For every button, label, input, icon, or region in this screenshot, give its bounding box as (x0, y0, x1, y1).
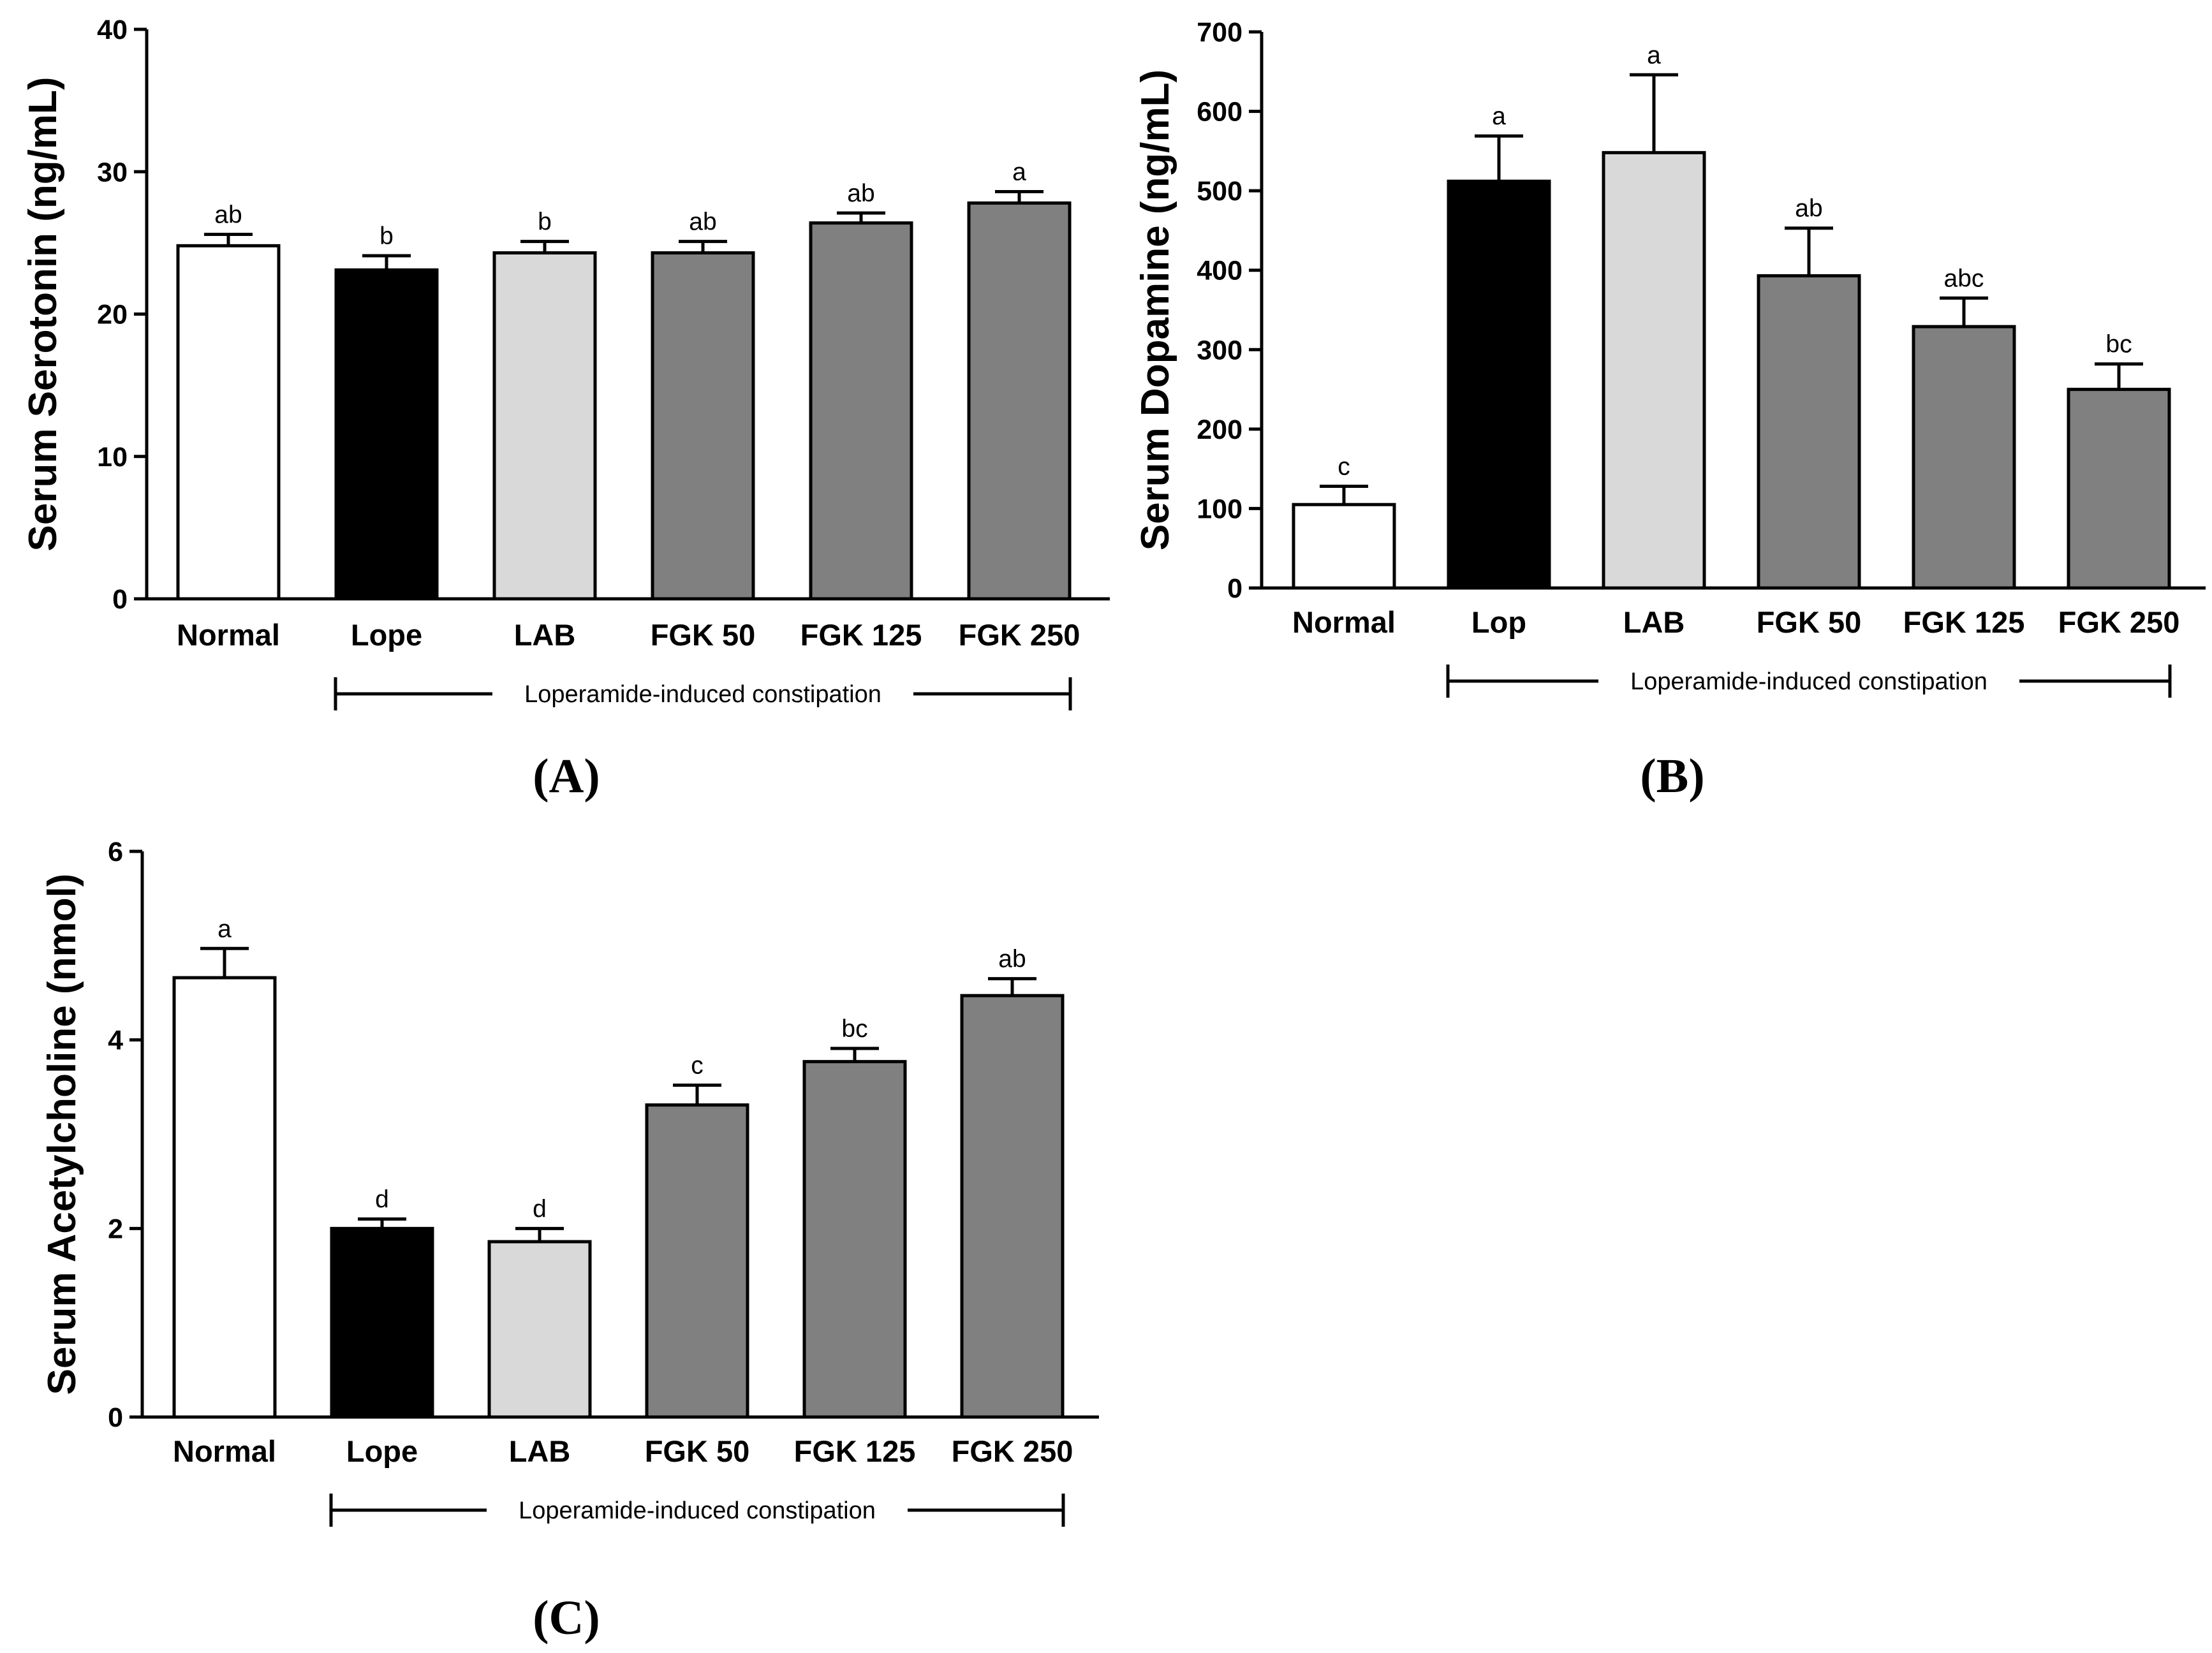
bar-fgk-125 (802, 1060, 907, 1419)
x-tick-label: Normal (1292, 605, 1396, 639)
y-tick-label: 0 (112, 584, 128, 615)
significance-label: d (375, 1186, 389, 1214)
x-tick-label: FGK 125 (1903, 605, 2025, 639)
x-tick-label: FGK 50 (651, 618, 756, 652)
significance-label: a (1647, 41, 1661, 69)
significance-label: ab (689, 209, 716, 236)
panel-c: 0 2 4 6 Serum Acetylcholine (nmol) a Normal d Lo… (40, 837, 1099, 1645)
bar-lop (1447, 179, 1551, 590)
bar-lope (334, 268, 439, 601)
y-tick-label: 500 (1197, 176, 1242, 207)
x-tick-label: FGK 250 (952, 1434, 1073, 1468)
x-tick-label: LAB (1623, 605, 1685, 639)
y-tick-label: 20 (97, 300, 128, 330)
significance-label: c (691, 1052, 704, 1080)
significance-label: b (380, 223, 394, 250)
y-tick-label: 200 (1197, 415, 1242, 445)
panel-label: (B) (1640, 749, 1704, 803)
x-tick-label: LAB (509, 1434, 571, 1468)
y-tick-label: 6 (108, 837, 123, 867)
x-tick-label: Normal (177, 618, 280, 652)
group-bracket-label: Loperamide-induced constipation (519, 1497, 876, 1524)
panel-label: (C) (533, 1591, 600, 1645)
significance-label: a (1492, 103, 1506, 130)
y-tick-label: 300 (1197, 335, 1242, 365)
y-tick-label: 10 (97, 442, 128, 473)
y-tick-label: 600 (1197, 97, 1242, 128)
x-tick-label: Lope (346, 1434, 418, 1468)
y-tick-label: 2 (108, 1214, 123, 1244)
bar-fgk-50 (645, 1103, 749, 1419)
y-tick-label: 0 (1227, 573, 1242, 604)
significance-label: a (1012, 159, 1026, 186)
x-tick-label: FGK 50 (645, 1434, 750, 1468)
x-tick-label: Lope (351, 618, 422, 652)
significance-label: c (1338, 453, 1350, 481)
bar-fgk-250 (2067, 388, 2171, 590)
y-tick-label: 100 (1197, 494, 1242, 524)
x-tick-label: FGK 125 (800, 618, 922, 652)
x-tick-label: FGK 250 (2058, 605, 2180, 639)
significance-label: bc (841, 1015, 867, 1043)
x-tick-label: FGK 125 (794, 1434, 916, 1468)
bar-lab (492, 251, 597, 601)
bar-fgk-250 (967, 201, 1072, 601)
x-tick-label: FGK 250 (959, 618, 1080, 652)
y-tick-label: 4 (108, 1025, 123, 1056)
y-tick-label: 30 (97, 157, 128, 187)
significance-label: ab (214, 201, 242, 228)
y-tick-label: 400 (1197, 256, 1242, 286)
group-bracket-label: Loperamide-induced constipation (1630, 668, 1987, 695)
bar-lab (1602, 151, 1706, 590)
significance-label: ab (998, 946, 1026, 973)
significance-label: abc (1944, 265, 1984, 292)
bar-fgk-125 (809, 221, 913, 601)
significance-label: b (538, 209, 552, 236)
bar-normal (1292, 503, 1396, 590)
significance-label: d (533, 1195, 547, 1223)
bar-fgk-125 (1912, 325, 2016, 590)
x-tick-label: Normal (173, 1434, 276, 1468)
bar-fgk-50 (651, 251, 755, 601)
bar-lab (487, 1240, 592, 1419)
bar-fgk-250 (960, 994, 1065, 1419)
y-axis-title: Serum Dopamine (ng/mL) (1133, 70, 1177, 550)
y-axis-title: Serum Acetylcholine (nmol) (40, 874, 84, 1395)
y-tick-label: 700 (1197, 17, 1242, 48)
x-tick-label: FGK 50 (1757, 605, 1862, 639)
y-axis-title: Serum Serotonin (ng/mL) (21, 77, 65, 552)
y-tick-label: 40 (97, 15, 128, 45)
panel-label: (A) (533, 749, 600, 803)
significance-label: a (218, 915, 232, 943)
bar-lope (330, 1226, 434, 1419)
bar-normal (172, 976, 277, 1419)
x-tick-label: LAB (514, 618, 576, 652)
y-tick-label: 0 (108, 1402, 123, 1433)
panel-b: 0 100 200 300 400 500 600 700 Serum Dopamine (ng… (1133, 17, 2206, 803)
significance-label: ab (847, 180, 874, 207)
bar-fgk-50 (1757, 274, 1861, 590)
x-tick-label: Lop (1471, 605, 1526, 639)
group-bracket-label: Loperamide-induced constipation (524, 681, 881, 708)
significance-label: ab (1795, 195, 1822, 223)
bar-normal (176, 244, 281, 601)
significance-label: bc (2105, 331, 2132, 358)
